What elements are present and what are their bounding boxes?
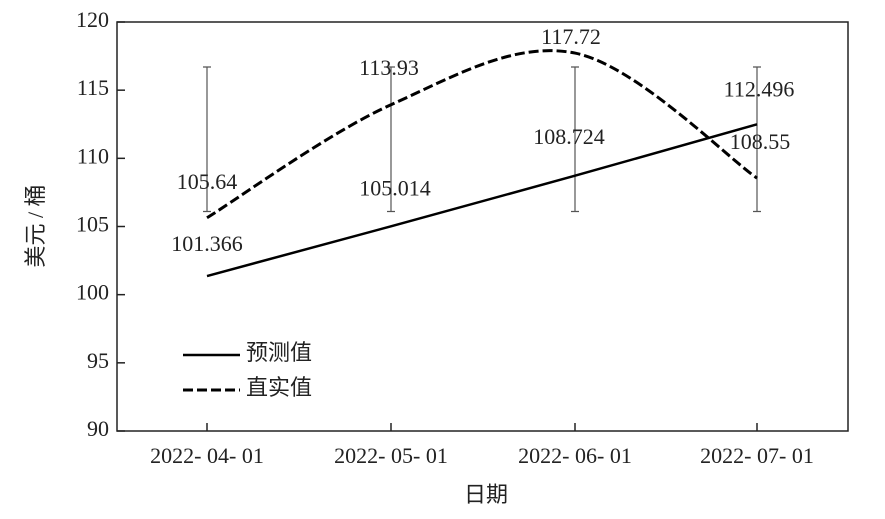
error-bar xyxy=(753,66,761,213)
y-tick-label: 100 xyxy=(76,280,109,305)
error-bar xyxy=(387,66,395,213)
y-tick-label: 120 xyxy=(76,7,109,32)
x-tick-label: 2022- 07- 01 xyxy=(700,443,814,468)
error-bar xyxy=(571,66,579,213)
y-tick-label: 110 xyxy=(77,143,109,168)
error-bar xyxy=(203,66,211,213)
x-axis-label: 日期 xyxy=(464,482,508,507)
data-label: 105.014 xyxy=(359,175,431,200)
data-label: 117.72 xyxy=(541,24,601,49)
series-line xyxy=(206,49,758,220)
data-label: 101.366 xyxy=(171,231,243,256)
y-tick-label: 95 xyxy=(87,348,109,373)
x-tick-label: 2022- 04- 01 xyxy=(150,443,264,468)
x-tick-label: 2022- 06- 01 xyxy=(518,443,632,468)
data-label: 108.724 xyxy=(533,124,605,149)
y-tick-label: 115 xyxy=(77,75,109,100)
data-label: 105.64 xyxy=(177,169,238,194)
y-tick-label: 90 xyxy=(87,416,109,441)
y-axis-label: 美元 / 桶 xyxy=(23,184,48,267)
data-label: 113.93 xyxy=(359,55,419,80)
y-tick-label: 105 xyxy=(76,212,109,237)
x-tick-label: 2022- 05- 01 xyxy=(334,443,448,468)
data-label: 112.496 xyxy=(724,76,795,101)
legend-label: 直实值 xyxy=(246,375,312,400)
series-line xyxy=(206,123,758,278)
legend-label: 预测值 xyxy=(246,340,312,365)
data-label: 108.55 xyxy=(730,129,791,154)
